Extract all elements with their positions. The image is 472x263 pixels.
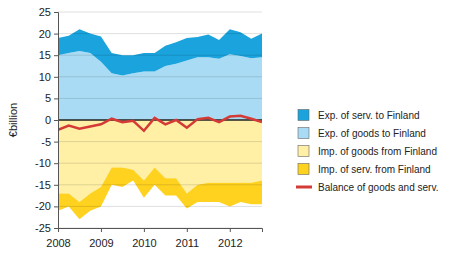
legend-swatch — [296, 186, 312, 189]
line — [58, 116, 262, 131]
tick-mark — [54, 77, 58, 78]
tick-label: -20 — [35, 200, 51, 212]
tick: -20 — [35, 200, 58, 212]
tick: 25 — [39, 6, 58, 18]
grid-line — [58, 55, 262, 56]
tick: -25 — [35, 222, 58, 234]
x-axis: 2008 2009 2010 2011 2012 — [46, 228, 262, 249]
tick-label: -25 — [35, 222, 51, 234]
tick: -5 — [41, 136, 58, 148]
legend-label: Imp. of serv. from Finland — [318, 164, 431, 175]
tick: 2012 — [218, 228, 242, 249]
chart: -25 -20 -15 -10 -5 0 5 10 15 20 25 2008 2009 2010 2011… — [0, 0, 472, 263]
tick-mark — [54, 228, 58, 229]
plot-lines — [58, 116, 262, 131]
tick: 0 — [45, 114, 58, 126]
y-axis: -25 -20 -15 -10 -5 0 5 10 15 20 25 — [35, 6, 58, 234]
grid-line — [58, 12, 262, 13]
axis-line — [59, 229, 263, 233]
legend-item: Imp. of serv. from Finland — [298, 164, 431, 175]
tick-label: -15 — [35, 179, 51, 191]
tick: 2010 — [132, 228, 156, 249]
legend-label: Exp. of serv. to Finland — [318, 110, 420, 121]
grid-line — [58, 206, 262, 207]
tick-label: 2012 — [218, 237, 242, 249]
tick-mark — [54, 120, 58, 121]
tick-label: 5 — [45, 92, 51, 104]
tick-label: 25 — [39, 6, 51, 18]
legend: Exp. of serv. to Finland Exp. of goods to… — [296, 110, 438, 193]
tick-mark — [54, 206, 58, 207]
tick-label: 15 — [39, 49, 51, 61]
grid-line — [58, 76, 262, 77]
grid-line — [58, 163, 262, 164]
tick-mark — [54, 142, 58, 143]
tick-mark — [101, 228, 102, 232]
tick-label: 10 — [39, 71, 51, 83]
tick-label: 2010 — [132, 237, 156, 249]
tick-label: -10 — [35, 157, 51, 169]
tick-label: -5 — [41, 136, 51, 148]
tick-label: 2011 — [176, 237, 200, 249]
area — [58, 168, 262, 220]
legend-label: Imp. of goods from Finland — [318, 146, 437, 157]
tick-mark — [54, 34, 58, 35]
tick: 5 — [45, 92, 58, 104]
tick-mark — [58, 228, 59, 232]
tick-label: 20 — [39, 28, 51, 40]
legend-item: Imp. of goods from Finland — [298, 146, 437, 157]
tick: 20 — [39, 28, 58, 40]
grid-line — [58, 141, 262, 142]
grid-line — [58, 98, 262, 99]
legend-item: Exp. of goods to Finland — [298, 128, 426, 139]
tick: 10 — [39, 71, 58, 83]
axis-title: €billion — [7, 103, 19, 137]
legend-item: Balance of goods and serv. — [296, 182, 438, 193]
tick-mark — [54, 98, 58, 99]
tick-mark — [54, 185, 58, 186]
tick-label: 2009 — [89, 237, 113, 249]
tick: 2011 — [176, 228, 200, 249]
tick: 2009 — [89, 228, 113, 249]
tick-mark — [54, 55, 58, 56]
tick-mark — [230, 228, 231, 232]
axis-line — [54, 13, 59, 229]
tick: -15 — [35, 179, 58, 191]
tick-label: 0 — [45, 114, 51, 126]
legend-label: Exp. of goods to Finland — [318, 128, 426, 139]
grid-line — [58, 33, 262, 34]
area — [58, 29, 262, 75]
legend-swatch — [298, 128, 309, 139]
legend-swatch — [298, 110, 309, 121]
tick-label: 2008 — [46, 237, 70, 249]
tick-mark — [144, 228, 145, 232]
tick: 15 — [39, 49, 58, 61]
tick-mark — [54, 12, 58, 13]
plot-area — [58, 29, 262, 219]
legend-swatch — [298, 164, 309, 175]
tick-mark — [54, 163, 58, 164]
legend-swatch — [298, 146, 309, 157]
tick-mark — [187, 228, 188, 232]
tick: -10 — [35, 157, 58, 169]
tick: 2008 — [46, 228, 70, 249]
grid-line — [58, 184, 262, 185]
legend-label: Balance of goods and serv. — [318, 182, 438, 193]
legend-item: Exp. of serv. to Finland — [298, 110, 420, 121]
